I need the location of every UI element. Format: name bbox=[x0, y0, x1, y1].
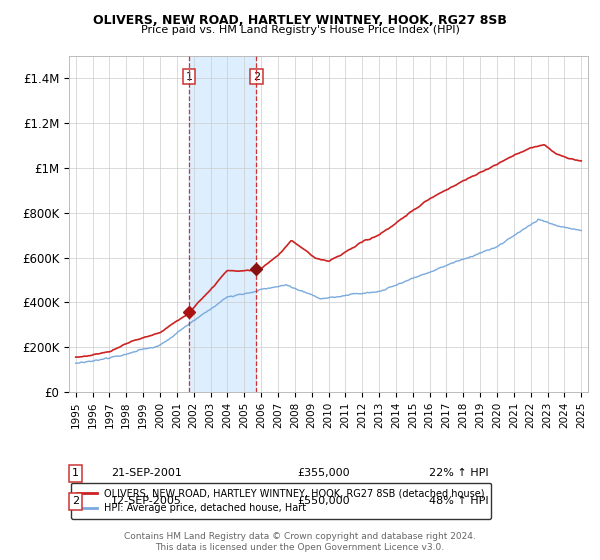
Text: OLIVERS, NEW ROAD, HARTLEY WINTNEY, HOOK, RG27 8SB: OLIVERS, NEW ROAD, HARTLEY WINTNEY, HOOK… bbox=[93, 14, 507, 27]
Bar bbox=[189, 56, 256, 392]
Text: £355,000: £355,000 bbox=[297, 468, 350, 478]
Text: Contains HM Land Registry data © Crown copyright and database right 2024.
This d: Contains HM Land Registry data © Crown c… bbox=[124, 532, 476, 552]
Text: 48% ↑ HPI: 48% ↑ HPI bbox=[429, 496, 488, 506]
Text: 2: 2 bbox=[253, 72, 260, 82]
Text: £550,000: £550,000 bbox=[297, 496, 350, 506]
Text: 12-SEP-2005: 12-SEP-2005 bbox=[111, 496, 182, 506]
Text: 1: 1 bbox=[72, 468, 79, 478]
Text: 1: 1 bbox=[185, 72, 193, 82]
Text: 2: 2 bbox=[72, 496, 79, 506]
Text: 22% ↑ HPI: 22% ↑ HPI bbox=[429, 468, 488, 478]
Legend: OLIVERS, NEW ROAD, HARTLEY WINTNEY, HOOK, RG27 8SB (detached house), HPI: Averag: OLIVERS, NEW ROAD, HARTLEY WINTNEY, HOOK… bbox=[71, 483, 491, 519]
Text: 21-SEP-2001: 21-SEP-2001 bbox=[111, 468, 182, 478]
Text: Price paid vs. HM Land Registry's House Price Index (HPI): Price paid vs. HM Land Registry's House … bbox=[140, 25, 460, 35]
